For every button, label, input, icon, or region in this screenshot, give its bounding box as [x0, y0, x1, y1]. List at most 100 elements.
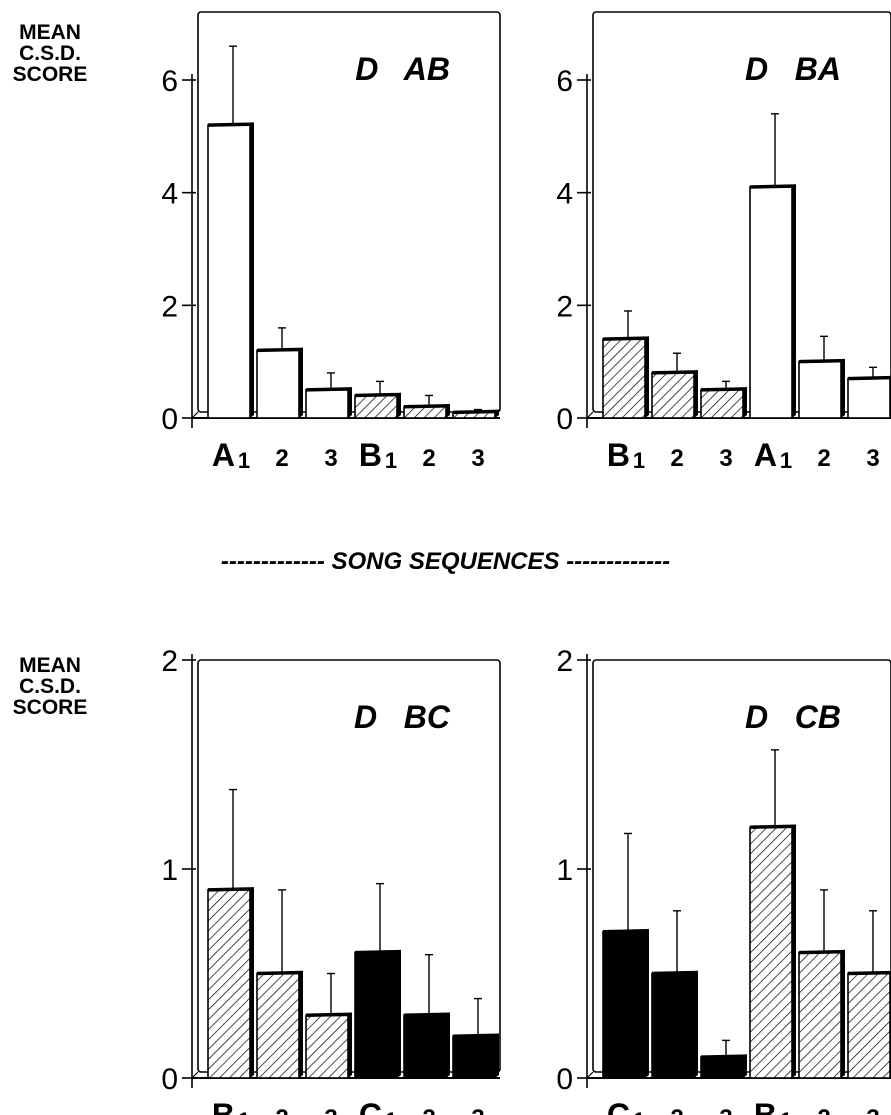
bar-side: [495, 1033, 499, 1078]
bar: [354, 394, 398, 419]
bar: [749, 826, 793, 1079]
bar-side: [841, 949, 845, 1078]
x-tick-label: 2: [422, 445, 435, 472]
floor-edge: [191, 1071, 199, 1079]
bar: [798, 360, 842, 419]
x-tick-label: C1: [359, 1097, 397, 1115]
bar-top: [452, 409, 500, 415]
bar-side: [743, 386, 747, 418]
bar-top: [305, 387, 353, 392]
y-tick-label: 2: [161, 645, 178, 678]
bar: [651, 372, 695, 419]
bar-top: [847, 375, 891, 381]
bar-side: [397, 949, 401, 1078]
bar: [651, 972, 695, 1079]
y-tick-label: 0: [161, 403, 178, 436]
bar-side: [348, 1012, 352, 1078]
y-tick-label: 6: [556, 65, 573, 98]
bar: [798, 951, 842, 1079]
y-axis-title-top: MEAN C.S.D. SCORE: [6, 22, 94, 85]
bar-top: [847, 970, 891, 976]
y-axis-title-bottom: MEAN C.S.D. SCORE: [6, 655, 94, 718]
chart-panel: 0 1 2 B1 2 3 C1 2 3 D BC: [161, 645, 501, 1115]
y-tick-label: 6: [161, 65, 178, 98]
bar-top: [651, 370, 699, 375]
bar: [749, 186, 793, 419]
x-tick-label: 3: [866, 1105, 879, 1115]
bar-side: [299, 347, 303, 418]
bar-side: [645, 928, 649, 1078]
bar: [847, 972, 891, 1079]
x-tick-label: 2: [275, 445, 288, 472]
x-tick-label: B1: [754, 1097, 792, 1115]
x-tick-label: 2: [817, 445, 830, 472]
bar-top: [602, 336, 650, 341]
bar: [847, 377, 891, 419]
bar: [256, 972, 300, 1079]
bar-top: [354, 949, 402, 955]
y-axis-title-line: C.S.D.: [19, 42, 81, 65]
bar-top: [403, 1012, 451, 1018]
bar-side: [792, 184, 796, 418]
bar: [207, 889, 251, 1079]
x-tick-label: 3: [866, 445, 879, 472]
x-tick-label: 3: [324, 445, 337, 472]
chart-panel: 0 1 2 C1 2 3 B1 2 3 D CB: [556, 645, 891, 1115]
bar-top: [700, 387, 748, 392]
bar: [403, 405, 447, 419]
bar-top: [749, 184, 797, 189]
x-tick-label: 2: [422, 1105, 435, 1115]
bar-top: [207, 887, 255, 892]
bar-side: [250, 122, 254, 419]
x-tick-label: 2: [670, 1105, 683, 1115]
x-tick-label: B1: [212, 1097, 250, 1115]
bar-side: [792, 824, 796, 1078]
y-tick-label: 0: [556, 1063, 573, 1096]
y-tick-label: 2: [161, 290, 178, 323]
chart-panel: 0 2 4 6 B 1 2 3 A 1 2 3 D BA: [556, 11, 891, 473]
bar-top: [207, 122, 255, 127]
x-tick-label: 3: [471, 445, 484, 472]
y-tick-label: 4: [556, 178, 573, 211]
floor-edge: [586, 411, 594, 419]
bar-side: [397, 392, 401, 418]
x-tick-label: C1: [607, 1097, 645, 1115]
y-tick-label: 4: [161, 178, 178, 211]
bar: [700, 1056, 744, 1079]
bar-top: [749, 824, 797, 829]
bar: [602, 930, 646, 1079]
bar-top: [602, 928, 650, 934]
x-tick-label: 2: [670, 445, 683, 472]
bar-top: [256, 970, 304, 976]
bar-top: [354, 392, 402, 398]
chart-title: D BC: [354, 699, 451, 735]
chart-panel: 0 2 4 6 A 1 2 3 B 1 2 3 D AB: [161, 11, 501, 473]
bar-side: [250, 886, 254, 1078]
bar-side: [446, 1012, 450, 1078]
y-tick-label: 1: [556, 854, 573, 887]
bar: [305, 1014, 349, 1079]
bar: [207, 124, 251, 419]
bar-side: [299, 970, 303, 1078]
bar-side: [645, 336, 649, 418]
bar: [452, 1035, 496, 1079]
x-tick-label: 3: [719, 445, 732, 472]
chart-title: D CB: [745, 699, 841, 735]
bar-side: [694, 369, 698, 418]
bar-top: [798, 358, 846, 364]
y-axis-title-line: SCORE: [12, 696, 88, 719]
y-tick-label: 2: [556, 645, 573, 678]
bar: [602, 338, 646, 419]
y-axis-title-line: MEAN: [19, 654, 81, 677]
bar-top: [305, 1012, 353, 1018]
bar-side: [841, 358, 845, 418]
y-axis-title-line: C.S.D.: [19, 675, 81, 698]
bar: [403, 1014, 447, 1079]
bar: [305, 389, 349, 419]
bar: [256, 349, 300, 419]
chart-title: D AB: [355, 51, 450, 87]
